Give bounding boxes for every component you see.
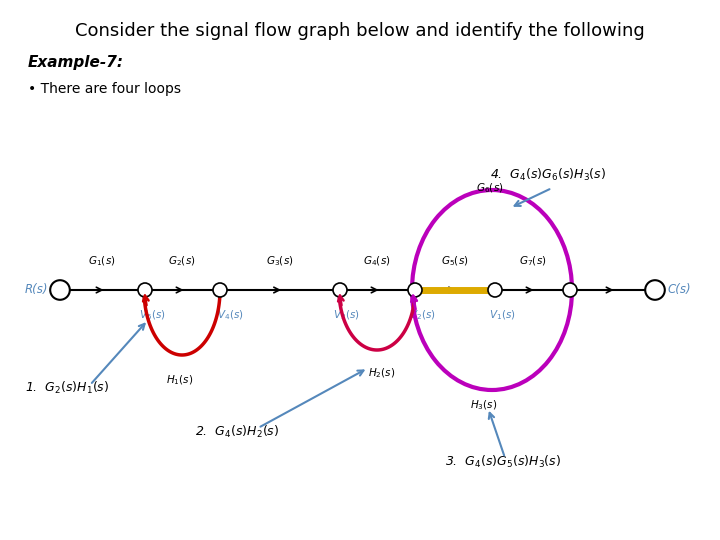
Text: 1.  $G_2(s)H_1(s)$: 1. $G_2(s)H_1(s)$ [25, 380, 109, 396]
Circle shape [213, 283, 227, 297]
Text: $H_3(s)$: $H_3(s)$ [470, 398, 498, 411]
Circle shape [645, 280, 665, 300]
Text: • There are four loops: • There are four loops [28, 82, 181, 96]
Text: $G_1(s)$: $G_1(s)$ [89, 254, 116, 268]
Text: 2.  $G_4(s)H_2(s)$: 2. $G_4(s)H_2(s)$ [195, 424, 279, 440]
Text: Consider the signal flow graph below and identify the following: Consider the signal flow graph below and… [75, 22, 645, 40]
Text: $V_3(s)$: $V_3(s)$ [333, 308, 359, 322]
Text: $V_2(s)$: $V_2(s)$ [409, 308, 436, 322]
Text: $V_5(s)$: $V_5(s)$ [139, 308, 166, 322]
Text: R(s): R(s) [24, 284, 48, 296]
Text: $G_4(s)$: $G_4(s)$ [363, 254, 391, 268]
Circle shape [408, 283, 422, 297]
Text: $G_6(s)$: $G_6(s)$ [476, 181, 504, 195]
Circle shape [563, 283, 577, 297]
Text: Example-7:: Example-7: [28, 55, 124, 70]
Text: $H_2(s)$: $H_2(s)$ [369, 366, 396, 380]
Text: $G_2(s)$: $G_2(s)$ [168, 254, 196, 268]
Circle shape [333, 283, 347, 297]
Text: C(s): C(s) [667, 284, 690, 296]
Text: $V_1(s)$: $V_1(s)$ [489, 308, 516, 322]
Text: 3.  $G_4(s)G_5(s)H_3(s)$: 3. $G_4(s)G_5(s)H_3(s)$ [445, 454, 561, 470]
Text: $V_4(s)$: $V_4(s)$ [217, 308, 243, 322]
Text: 4.  $G_4(s)G_6(s)H_3(s)$: 4. $G_4(s)G_6(s)H_3(s)$ [490, 167, 606, 183]
Text: $G_5(s)$: $G_5(s)$ [441, 254, 469, 268]
Circle shape [138, 283, 152, 297]
Text: $G_3(s)$: $G_3(s)$ [266, 254, 294, 268]
Circle shape [50, 280, 70, 300]
Text: $G_7(s)$: $G_7(s)$ [519, 254, 546, 268]
Text: $H_1(s)$: $H_1(s)$ [166, 373, 194, 387]
Circle shape [488, 283, 502, 297]
